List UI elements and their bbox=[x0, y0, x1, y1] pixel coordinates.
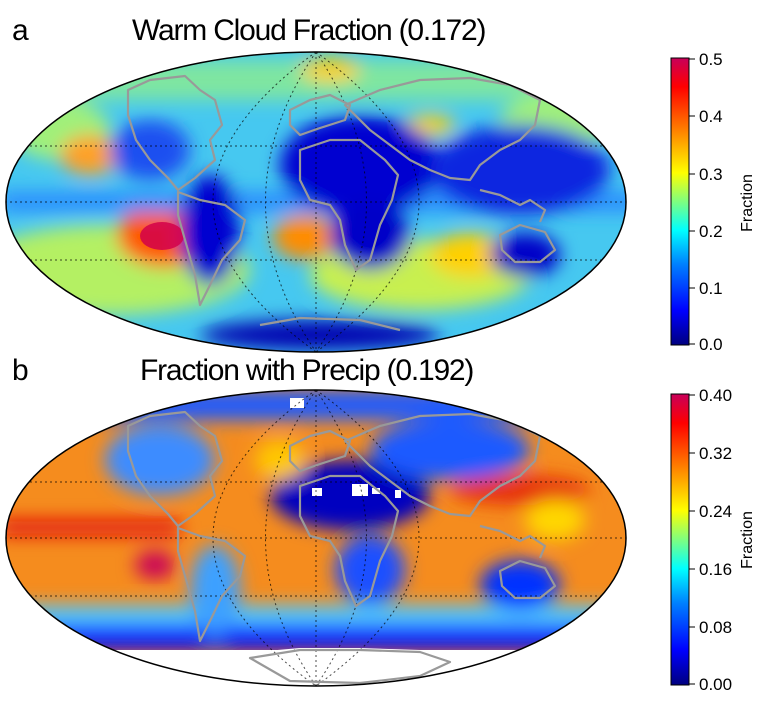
colorbar-a-tick: 0.1 bbox=[699, 279, 723, 298]
colorbar-b-tick: 0.32 bbox=[699, 444, 732, 463]
colorbar-a-tick: 0.3 bbox=[699, 165, 723, 184]
colorbar-b-tick: 0.08 bbox=[699, 618, 732, 637]
colorbar-a-tick: 0.4 bbox=[699, 107, 723, 126]
colorbar-a-tick: 0.0 bbox=[699, 335, 723, 354]
colorbar-b-tick: 0.24 bbox=[699, 502, 732, 521]
colorbar-a-label: Fraction bbox=[739, 174, 756, 232]
colorbar-a-tick: 0.5 bbox=[699, 50, 723, 69]
panel-a-title: Warm Cloud Fraction (0.172) bbox=[132, 14, 486, 47]
colorbar-a-gradient bbox=[670, 57, 690, 346]
colorbar-b-label: Fraction bbox=[739, 511, 756, 569]
panel-a-letter: a bbox=[12, 14, 29, 47]
colorbar-b-tick: 0.16 bbox=[699, 560, 732, 579]
colorbar-a: 0.5 0.4 0.3 0.2 0.1 0.0 Fraction bbox=[670, 50, 756, 354]
colorbar-b: 0.40 0.32 0.24 0.16 0.08 0.00 Fraction bbox=[670, 386, 756, 694]
colorbar-b-gradient bbox=[670, 393, 690, 686]
colorbar-a-tick: 0.2 bbox=[699, 222, 723, 241]
panel-b-letter: b bbox=[12, 354, 29, 387]
map-panel-a bbox=[5, 51, 627, 353]
panel-b-title: Fraction with Precip (0.192) bbox=[140, 354, 474, 387]
colorbar-b-tick: 0.00 bbox=[699, 675, 732, 694]
map-panel-b bbox=[5, 389, 627, 687]
colorbar-b-tick: 0.40 bbox=[699, 386, 732, 405]
